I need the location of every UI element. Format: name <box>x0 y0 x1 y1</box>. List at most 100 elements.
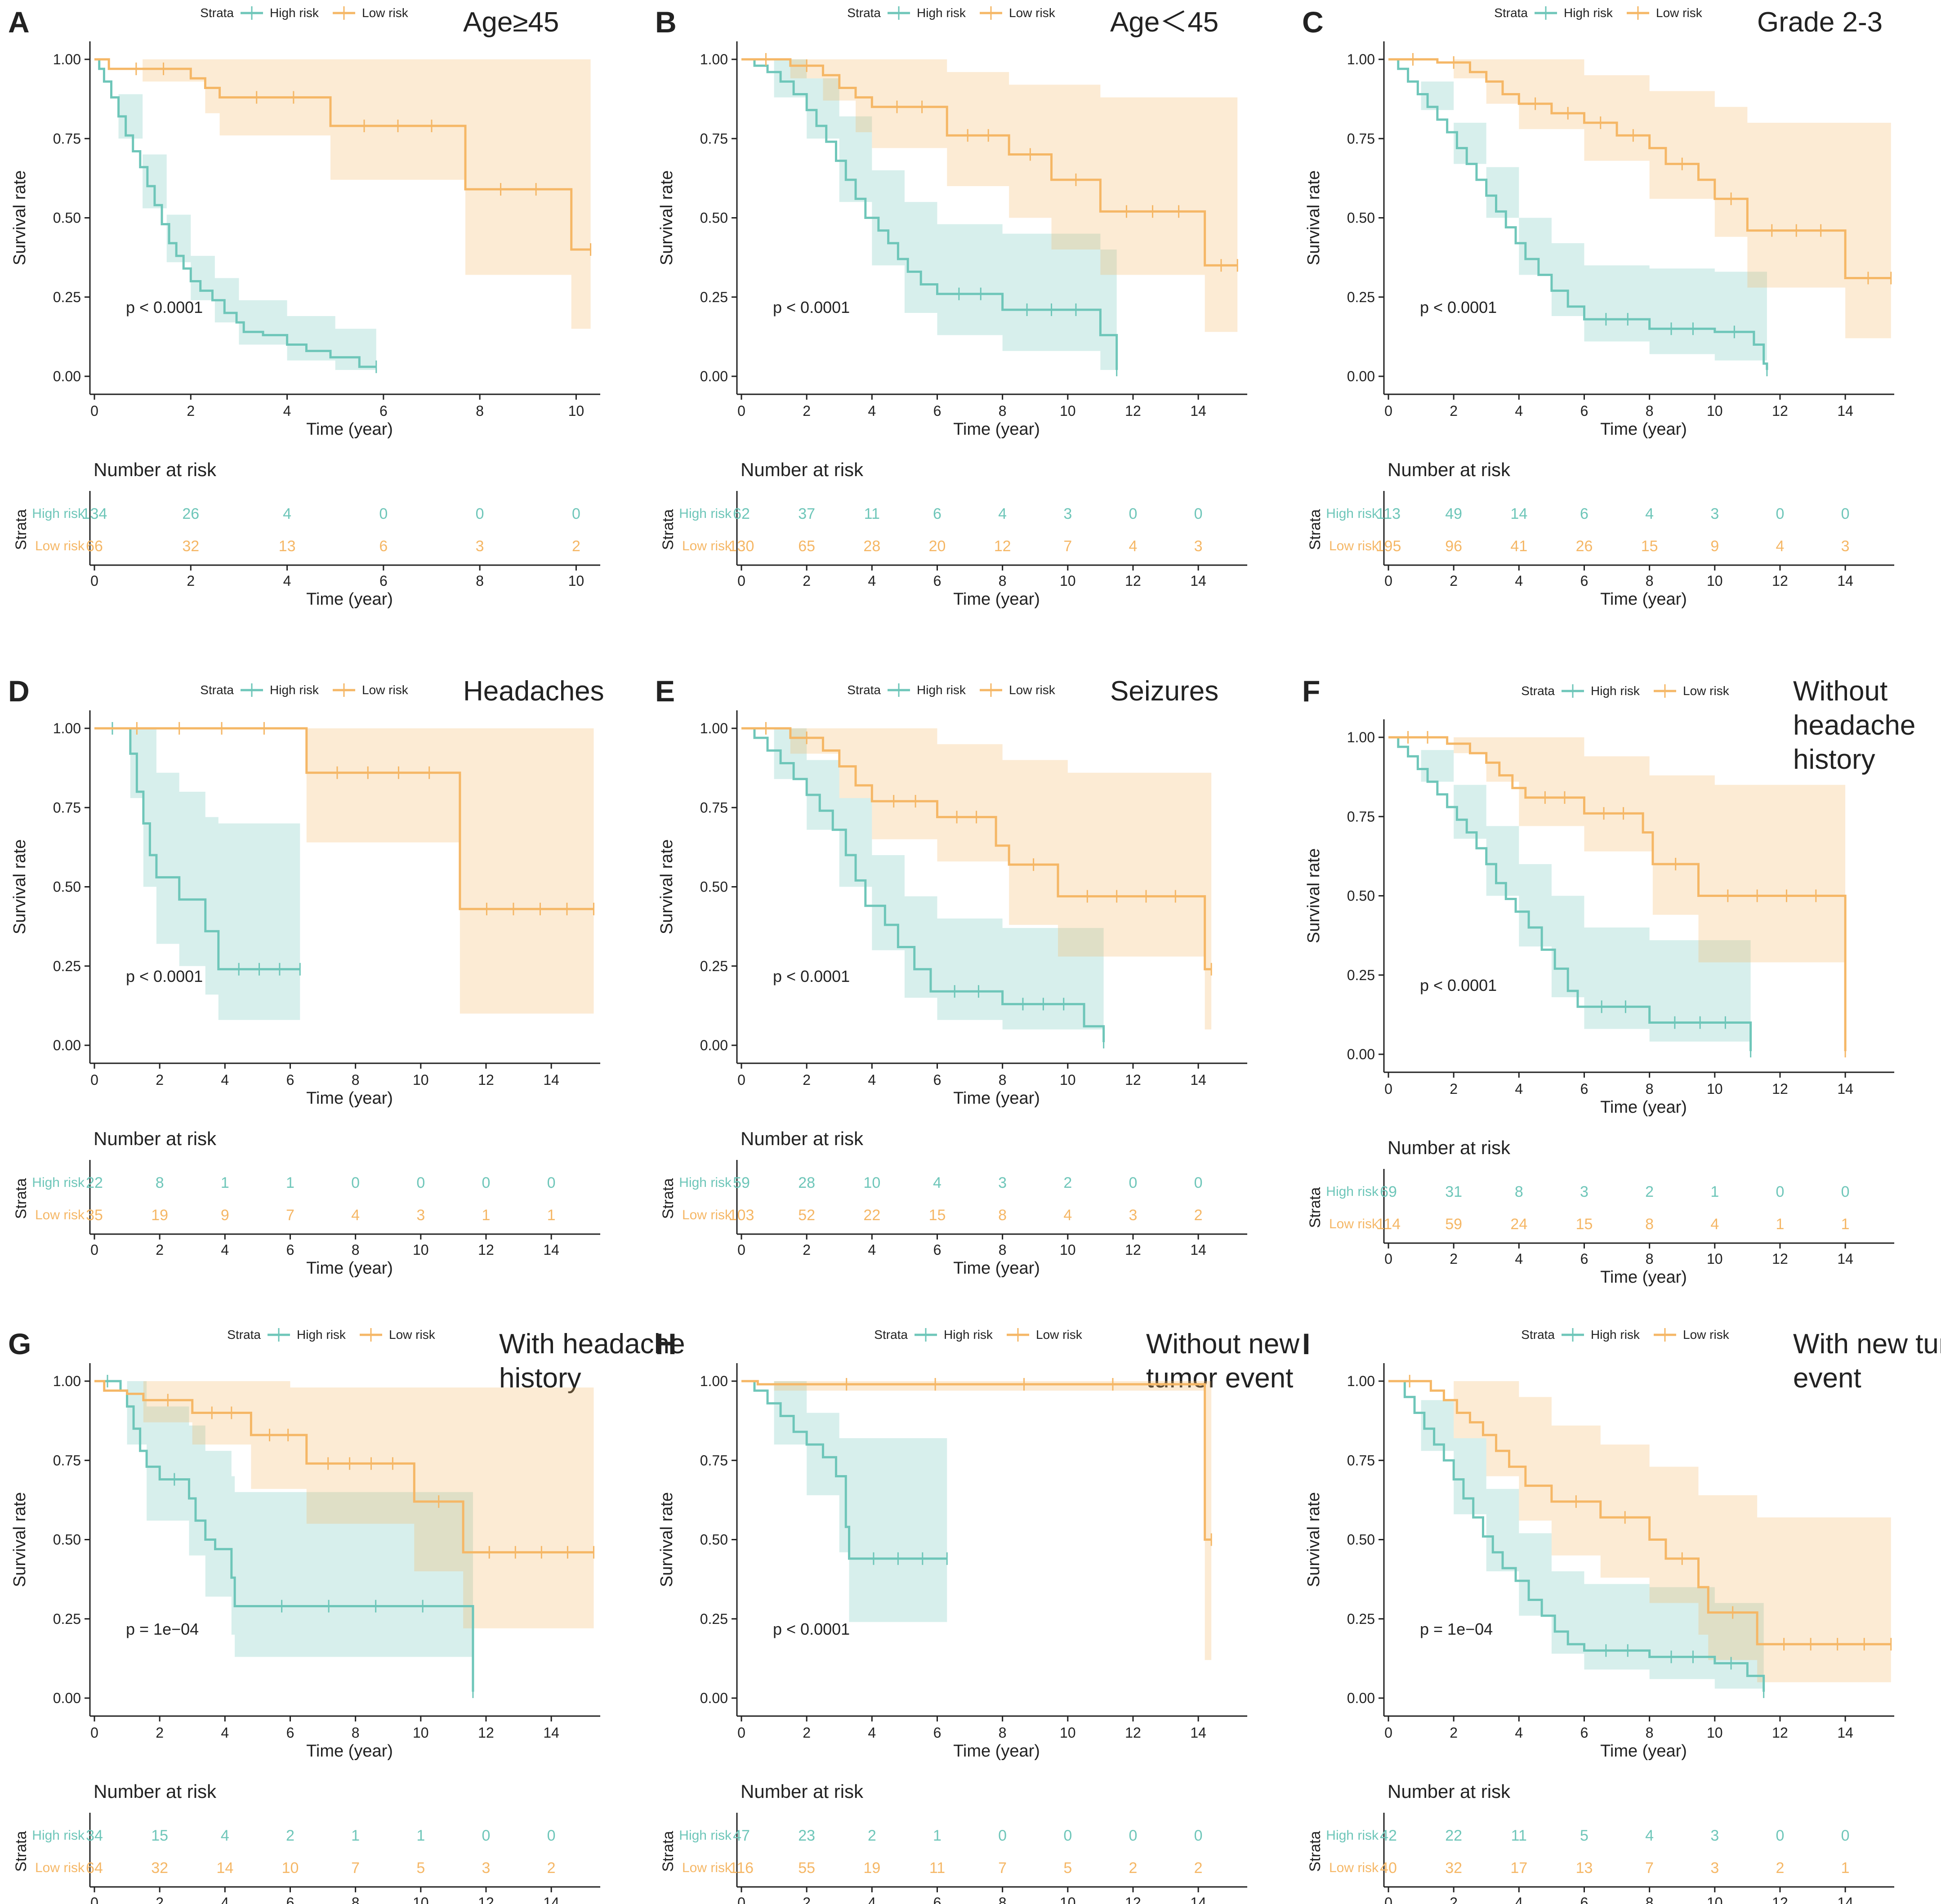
risk-strata-label: Strata <box>660 509 677 550</box>
risk-value-low: 65 <box>798 538 815 555</box>
risk-x-tick-label: 4 <box>1515 573 1523 589</box>
km-curve-low <box>1388 1380 1891 1645</box>
risk-value-low: 114 <box>1376 1216 1401 1233</box>
legend-high-label: High risk <box>1564 6 1613 20</box>
legend-high-label: High risk <box>1591 1328 1640 1342</box>
x-tick-label: 6 <box>286 1072 294 1088</box>
risk-value-low: 7 <box>998 1859 1007 1877</box>
risk-row-high-label: High risk <box>679 506 732 521</box>
risk-value-low: 20 <box>929 538 946 555</box>
x-tick-label: 6 <box>1580 1081 1588 1097</box>
risk-value-high: 0 <box>1194 505 1203 522</box>
risk-value-low: 2 <box>547 1859 556 1877</box>
risk-value-low: 19 <box>151 1207 168 1224</box>
risk-row-low-label: Low risk <box>682 1208 732 1222</box>
y-tick-label: 0.50 <box>700 1532 728 1548</box>
risk-x-tick-label: 14 <box>1190 1895 1206 1904</box>
risk-value-low: 32 <box>151 1859 168 1877</box>
x-axis-label: Time (year) <box>1600 420 1687 439</box>
x-tick-label: 8 <box>476 403 484 419</box>
risk-value-high: 0 <box>1194 1174 1203 1191</box>
ci-band-high <box>94 1381 473 1657</box>
x-tick-label: 0 <box>737 1725 745 1741</box>
panel-title: Without new <box>1146 1329 1299 1360</box>
risk-value-high: 4 <box>998 505 1007 522</box>
risk-value-high: 2 <box>868 1827 876 1844</box>
risk-value-high: 0 <box>416 1174 425 1191</box>
risk-x-tick-label: 14 <box>1837 1895 1853 1904</box>
risk-x-tick-label: 6 <box>1580 1895 1588 1904</box>
risk-value-high: 0 <box>476 505 484 522</box>
risk-x-tick-label: 0 <box>737 573 745 589</box>
risk-value-low: 2 <box>1194 1859 1203 1877</box>
y-tick-label: 1.00 <box>700 720 728 736</box>
y-tick-label: 0.00 <box>1347 1046 1375 1062</box>
risk-value-high: 8 <box>1515 1183 1523 1200</box>
y-axis-label: Survival rate <box>657 839 676 934</box>
risk-x-tick-label: 4 <box>868 1895 876 1904</box>
risk-strata-label: Strata <box>1307 509 1324 550</box>
risk-value-low: 3 <box>1841 538 1850 555</box>
risk-value-low: 19 <box>863 1859 880 1877</box>
panel-letter: B <box>655 5 677 39</box>
risk-value-high: 23 <box>798 1827 815 1844</box>
legend-low-label: Low risk <box>362 6 409 20</box>
risk-row-high-label: High risk <box>1326 506 1379 521</box>
y-tick-label: 0.75 <box>1347 1452 1375 1468</box>
risk-value-high: 69 <box>1380 1183 1397 1200</box>
panel-letter: A <box>8 5 30 39</box>
y-tick-label: 0.00 <box>700 1690 728 1706</box>
risk-x-tick-label: 0 <box>90 1895 98 1904</box>
risk-value-low: 3 <box>476 538 484 555</box>
x-tick-label: 0 <box>1384 403 1392 419</box>
y-axis-label: Survival rate <box>10 170 29 265</box>
risk-value-high: 1 <box>351 1827 360 1844</box>
risk-x-tick-label: 0 <box>90 1242 98 1258</box>
x-tick-label: 2 <box>1450 1081 1458 1097</box>
risk-value-high: 1 <box>1710 1183 1719 1200</box>
risk-value-high: 3 <box>1710 505 1719 522</box>
risk-value-low: 22 <box>863 1207 880 1224</box>
km-curve-high <box>741 1380 947 1560</box>
y-axis-label: Survival rate <box>10 1492 29 1587</box>
risk-value-low: 3 <box>1194 538 1203 555</box>
km-curve-low <box>1388 736 1847 1051</box>
x-tick-label: 8 <box>999 1725 1007 1741</box>
y-tick-label: 0.75 <box>1347 130 1375 147</box>
x-tick-label: 14 <box>1190 403 1206 419</box>
km-curve-high <box>741 58 1118 370</box>
risk-x-tick-label: 12 <box>1772 1895 1788 1904</box>
legend-high-label: High risk <box>917 683 966 697</box>
risk-x-tick-label: 10 <box>1060 1895 1076 1904</box>
x-tick-label: 8 <box>352 1072 360 1088</box>
y-tick-label: 1.00 <box>53 720 81 736</box>
risk-value-high: 6 <box>933 505 941 522</box>
risk-x-axis-label: Time (year) <box>306 590 393 609</box>
legend-title: Strata <box>200 683 234 697</box>
risk-x-tick-label: 2 <box>803 1895 811 1904</box>
y-axis-label: Survival rate <box>657 170 676 265</box>
risk-value-high: 15 <box>151 1827 168 1844</box>
x-axis-label: Time (year) <box>306 1742 393 1761</box>
x-tick-label: 12 <box>1772 1081 1788 1097</box>
ci-band-low <box>94 728 594 1014</box>
risk-value-high: 1 <box>933 1827 941 1844</box>
risk-x-tick-label: 14 <box>1837 573 1853 589</box>
legend-low-label: Low risk <box>1009 683 1056 697</box>
legend-high-label: High risk <box>270 6 319 20</box>
risk-x-tick-label: 10 <box>1707 1251 1723 1267</box>
p-value: p < 0.0001 <box>1420 298 1497 317</box>
panel-title: Age≥45 <box>463 7 559 38</box>
risk-value-low: 4 <box>1710 1216 1719 1233</box>
y-tick-label: 0.25 <box>700 289 728 305</box>
risk-value-low: 3 <box>1710 1859 1719 1877</box>
risk-x-tick-label: 12 <box>1125 1895 1141 1904</box>
risk-value-low: 3 <box>416 1207 425 1224</box>
risk-value-low: 1 <box>547 1207 556 1224</box>
panel-letter: D <box>8 674 30 708</box>
km-curve-high <box>94 58 376 368</box>
y-tick-label: 1.00 <box>53 1373 81 1389</box>
x-tick-label: 12 <box>478 1072 494 1088</box>
y-axis-label: Survival rate <box>10 839 29 934</box>
